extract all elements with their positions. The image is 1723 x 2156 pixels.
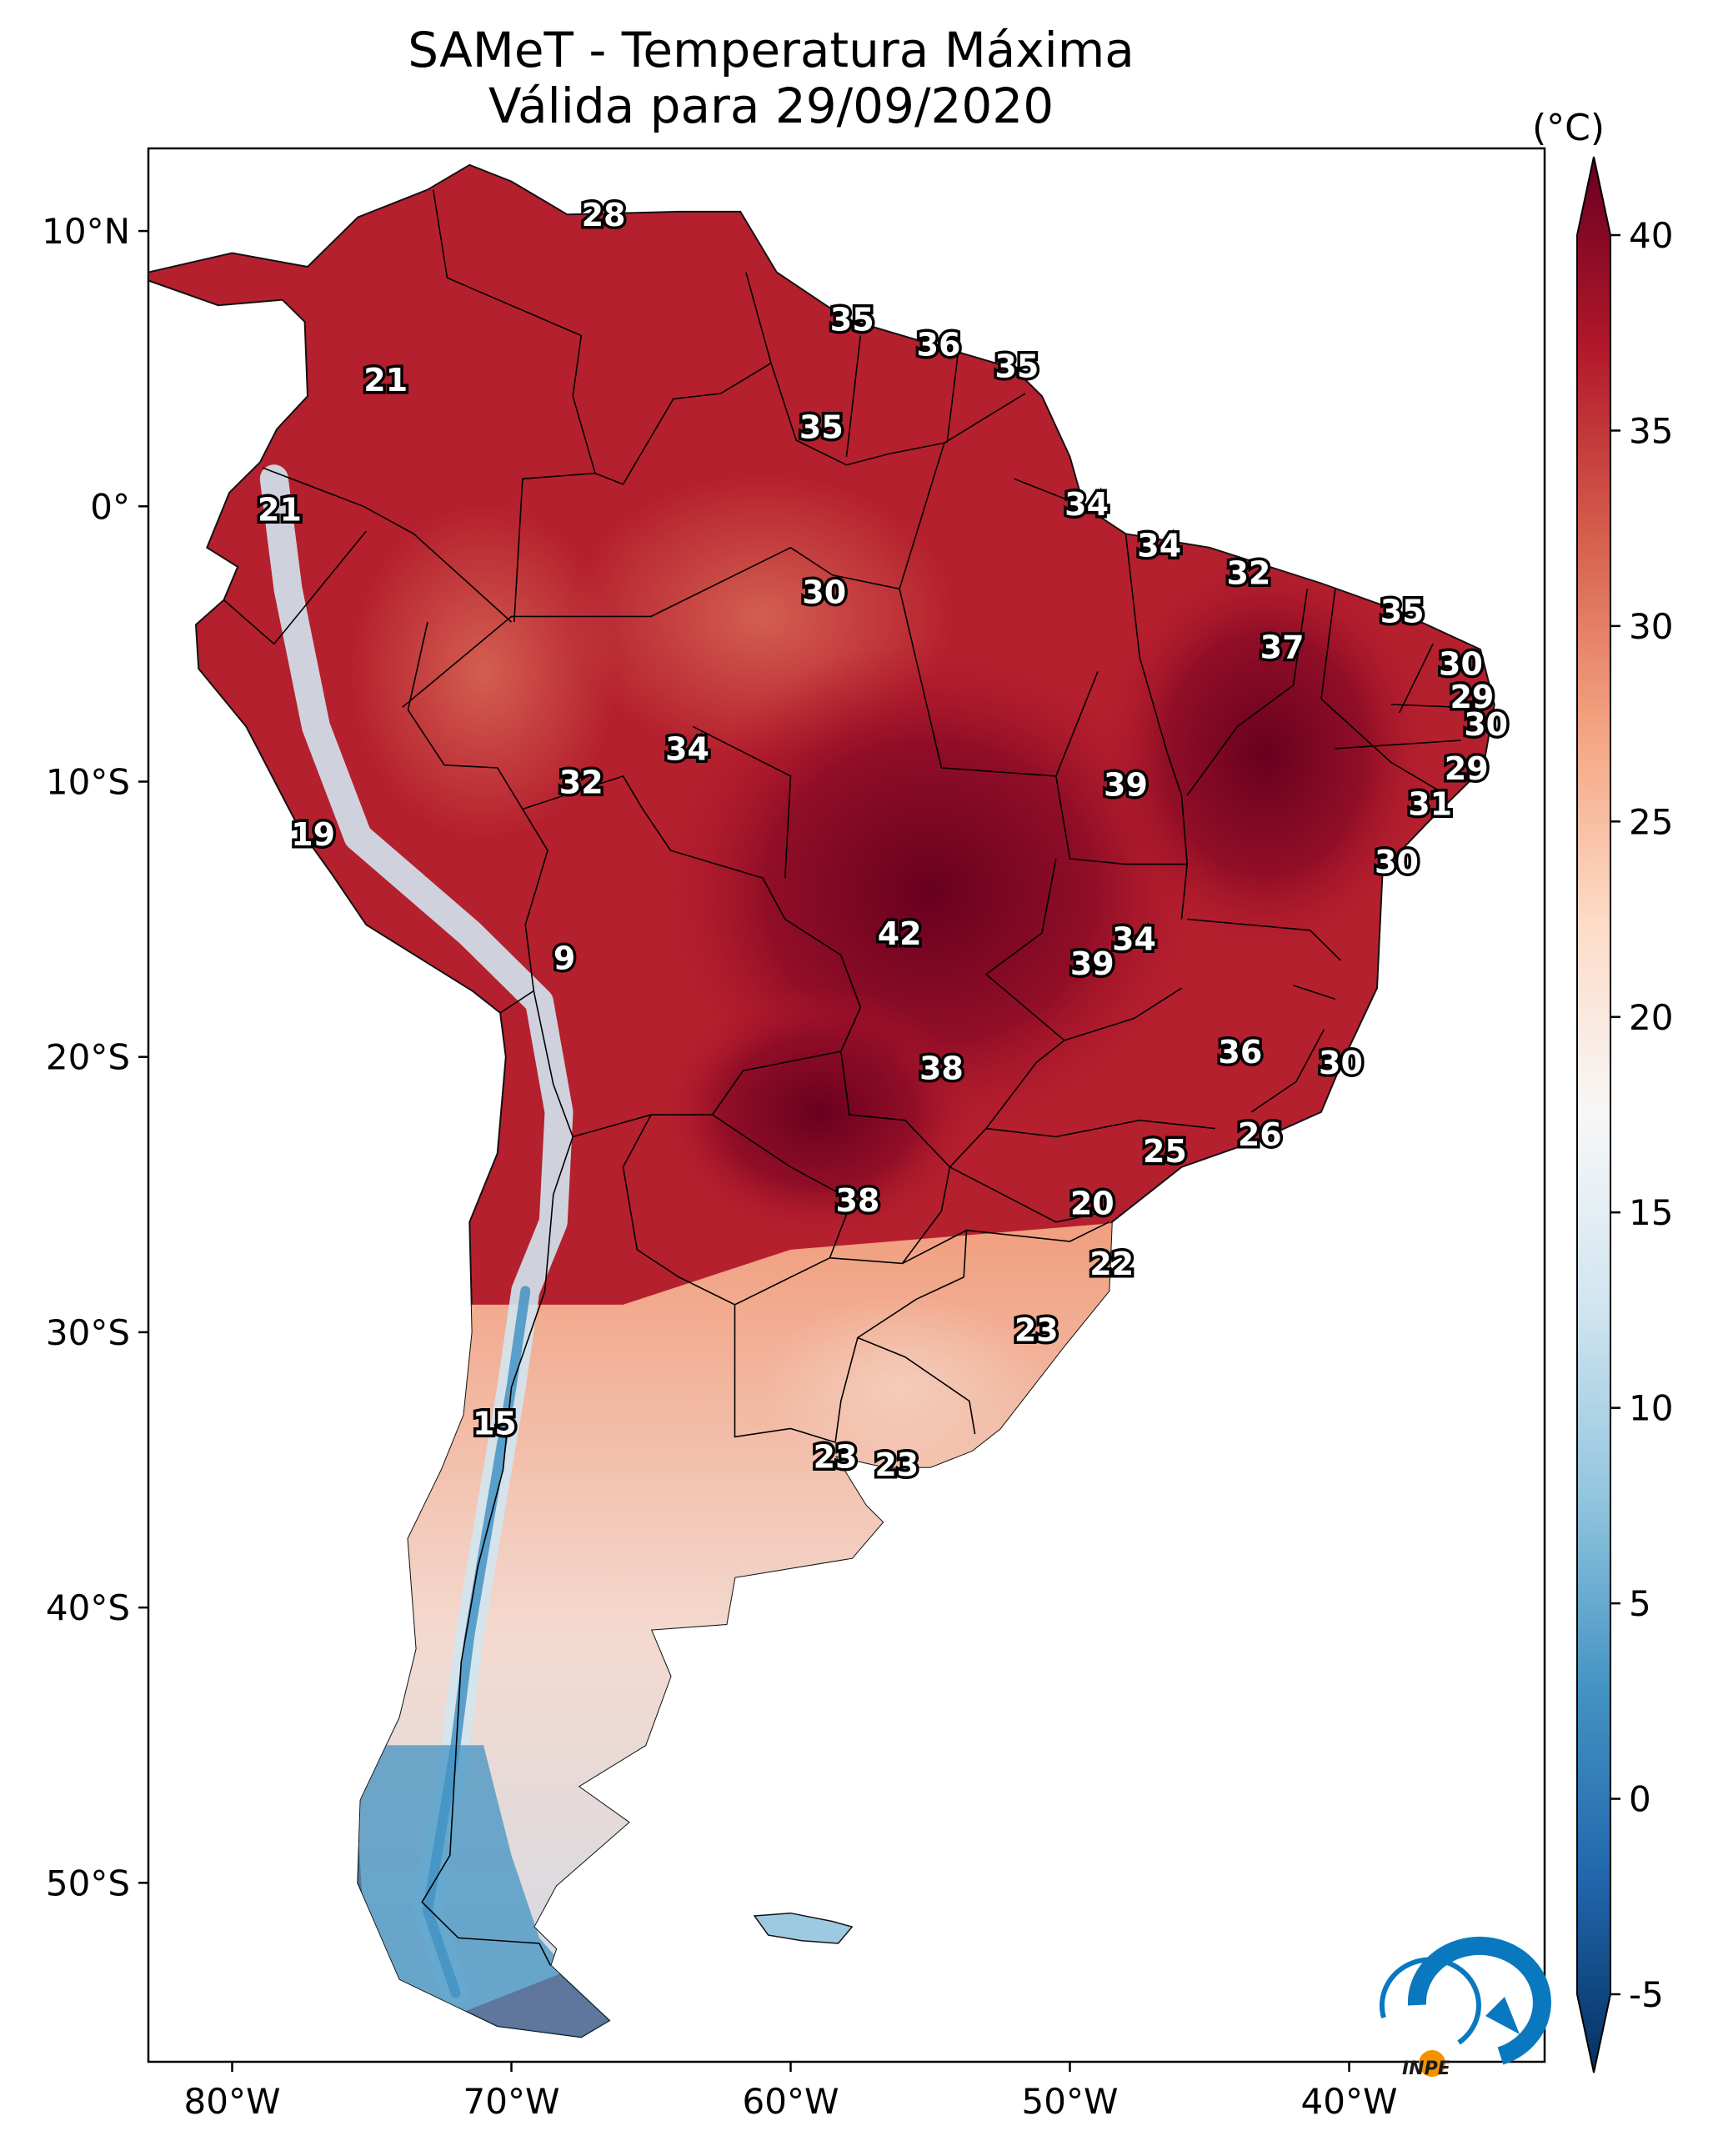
station-value: 42: [878, 915, 922, 952]
station-value: 29: [1445, 750, 1489, 787]
colorbar-tick-label: 15: [1629, 1192, 1673, 1233]
logo-arrow: [1485, 1997, 1520, 2034]
lon-tick-label: 40°W: [1301, 2081, 1398, 2122]
colorbar-tick-label: 35: [1629, 410, 1673, 451]
lat-tick-label: 50°S: [46, 1863, 130, 1903]
station-value: 28: [582, 197, 626, 233]
station-value: 15: [473, 1406, 517, 1442]
station-value: 30: [1439, 645, 1483, 682]
station-value: 30: [1375, 844, 1419, 880]
station-value: 26: [1238, 1116, 1282, 1153]
station-value: 31: [1408, 786, 1452, 823]
lon-tick-label: 60°W: [743, 2081, 839, 2122]
latitude-axis: 10°N 0° 10°S 20°S 30°S 40°S 50°S: [42, 211, 148, 1903]
logo-text: INPE: [1402, 2058, 1450, 2079]
station-value: 22: [1089, 1246, 1134, 1282]
station-value: 37: [1260, 629, 1305, 665]
colorbar-tick-label: 5: [1629, 1583, 1651, 1624]
colorbar-bar: [1576, 156, 1611, 2073]
station-value: 9: [553, 940, 575, 977]
colorbar-tick-label: 0: [1629, 1779, 1651, 1820]
lat-tick-label: 10°N: [42, 211, 130, 252]
map-subtitle: Válida para 29/09/2020: [488, 78, 1054, 134]
station-value: 30: [1319, 1045, 1363, 1081]
station-value: 39: [1104, 767, 1148, 804]
south-america-landmass: [148, 163, 1495, 2038]
logo-swoosh: [1407, 1936, 1551, 2065]
lat-tick-label: 40°S: [46, 1587, 130, 1628]
station-value: 34: [665, 731, 709, 768]
logo-ring: [1380, 1957, 1481, 2045]
lon-tick-label: 50°W: [1022, 2081, 1119, 2122]
station-value: 21: [363, 362, 408, 399]
lat-tick-label: 10°S: [46, 761, 130, 802]
station-value: 30: [802, 574, 846, 610]
station-value: 20: [1070, 1186, 1114, 1222]
lat-tick-label: 20°S: [46, 1037, 130, 1078]
station-value: 23: [814, 1438, 858, 1475]
lon-tick-label: 80°W: [184, 2081, 281, 2122]
colorbar-unit: (°C): [1532, 107, 1605, 149]
station-value: 23: [874, 1447, 919, 1483]
station-value: 36: [1218, 1034, 1262, 1070]
lon-tick-label: 70°W: [463, 2081, 560, 2122]
station-value: 34: [1112, 921, 1156, 958]
lat-tick-label: 0°: [90, 486, 130, 527]
colorbar-tick-label: 25: [1629, 801, 1673, 842]
lat-tick-label: 30°S: [46, 1312, 130, 1353]
colorbar-ticks: 40 35 30 25 20 15 10 5 0 -5: [1610, 215, 1673, 2015]
longitude-axis: 80°W 70°W 60°W 50°W 40°W: [184, 2062, 1398, 2122]
station-value: 29: [1450, 679, 1494, 715]
colorbar-tick-label: 40: [1629, 215, 1673, 256]
station-value: 19: [291, 816, 335, 853]
colorbar-tick-label: 10: [1629, 1388, 1673, 1429]
station-value: 25: [1143, 1133, 1187, 1170]
station-value: 34: [1064, 486, 1109, 523]
station-value: 35: [1380, 594, 1425, 630]
station-value: 30: [1464, 706, 1508, 743]
logo-dot: [1419, 2050, 1445, 2077]
station-value: 39: [1070, 945, 1114, 982]
station-value: 21: [258, 491, 302, 528]
station-value: 32: [1226, 554, 1270, 591]
colorbar-tick-label: 30: [1629, 606, 1673, 647]
station-value: 34: [1137, 527, 1181, 564]
colorbar: 40 35 30 25 20 15 10 5 0 -5: [1576, 156, 1673, 2073]
station-value: 38: [919, 1050, 964, 1087]
station-value: 32: [559, 764, 604, 800]
inpe-logo: INPE: [1380, 1936, 1551, 2079]
station-value: 35: [994, 348, 1039, 385]
station-value: 35: [799, 409, 844, 445]
station-value: 38: [835, 1182, 879, 1219]
colorbar-tick-label: -5: [1629, 1974, 1664, 2015]
station-value: 36: [917, 326, 961, 363]
colorbar-tick-label: 20: [1629, 997, 1673, 1038]
station-value: 23: [1014, 1311, 1059, 1348]
map-title: SAMeT - Temperatura Máxima: [408, 22, 1134, 78]
station-value: 35: [830, 302, 874, 338]
